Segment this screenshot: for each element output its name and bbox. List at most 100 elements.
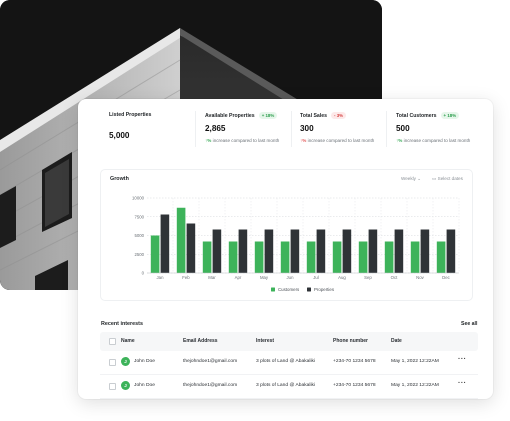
x-tick-label: Jul xyxy=(313,275,319,280)
stat-change-text: increase compared to last month xyxy=(212,138,280,143)
stat-label: Total Sales xyxy=(300,112,328,119)
see-all-link[interactable]: See all xyxy=(461,321,478,327)
x-tick-label: Sep xyxy=(364,275,372,280)
column-header: Name xyxy=(121,338,135,344)
row-interest: 3 plots of Land @ Abakaliki xyxy=(256,359,316,364)
bar-properties-jul xyxy=(316,229,326,273)
avatar: J xyxy=(121,381,130,390)
row-phone: +234-70 1234 5678 xyxy=(333,359,376,364)
avatar: J xyxy=(121,357,130,366)
column-header: Interest xyxy=(256,338,275,344)
stat-total-sales: Total Sales - 3% 300 ↑% increase compared… xyxy=(300,112,374,143)
bar-customers-jul xyxy=(306,241,316,273)
stat-label-row: Total Sales - 3% xyxy=(300,112,374,119)
stat-label-row: Total Customers + 18% xyxy=(396,112,470,119)
stat-label: Listed Properties xyxy=(109,112,152,118)
stat-listed-properties: Listed Properties 5,000 xyxy=(109,112,151,140)
date-picker[interactable]: ▭ Select dates xyxy=(432,176,463,182)
table-header: Name Email Address Interest Phone number… xyxy=(100,332,478,351)
row-name: John Doe xyxy=(134,383,155,388)
dashboard-card: Listed Properties 5,000 Available Proper… xyxy=(78,99,493,399)
row-date: May 1, 2022 12:22AM xyxy=(391,383,439,388)
bar-properties-mar xyxy=(212,229,222,273)
row-email: thejohndoe1@gmail.com xyxy=(183,383,238,388)
stat-divider xyxy=(195,111,196,147)
legend-label: Properties xyxy=(314,287,335,292)
bar-properties-apr xyxy=(238,229,248,273)
stat-value: 500 xyxy=(396,124,410,133)
row-checkbox[interactable] xyxy=(109,359,116,366)
x-tick-label: Apr xyxy=(235,275,242,280)
bar-properties-feb xyxy=(186,223,196,273)
stat-value: 5,000 xyxy=(109,131,130,140)
select-all-checkbox[interactable] xyxy=(109,338,116,345)
row-email: thejohndoe1@gmail.com xyxy=(183,359,238,364)
row-date: May 1, 2022 12:22AM xyxy=(391,359,439,364)
stat-change: ↑% increase compared to last month xyxy=(396,138,470,143)
stat-divider xyxy=(386,111,387,147)
growth-chart: 0 2500 5000 7500 10000 Jan Feb Mar Apr May Jun Jul A… xyxy=(132,196,460,292)
x-tick-label: Jan xyxy=(157,275,165,280)
bar-properties-jun xyxy=(290,229,300,273)
row-checkbox[interactable] xyxy=(109,383,116,390)
bar-customers-jan xyxy=(150,235,160,273)
bar-customers-mar xyxy=(202,241,212,273)
trend-icon: ↑% xyxy=(300,138,307,143)
bar-customers-feb xyxy=(176,207,186,273)
bar-customers-oct xyxy=(384,241,394,273)
growth-chart-panel: 0 2500 5000 7500 10000 Jan Feb Mar Apr May Jun Jul A… xyxy=(100,169,473,301)
bar-customers-sep xyxy=(358,241,368,273)
recent-interests-title: Recent interests xyxy=(101,321,143,327)
x-tick-label: May xyxy=(260,275,269,280)
bar-customers-may xyxy=(254,241,264,273)
stat-badge: + 18% xyxy=(440,112,460,119)
row-phone: +234-70 1234 5678 xyxy=(333,383,376,388)
row-name: John Doe xyxy=(134,359,155,364)
stat-divider xyxy=(291,111,292,147)
y-tick-label: 7500 xyxy=(134,214,144,219)
stat-label-row: Available Properties + 18% xyxy=(205,112,279,119)
column-header: Email Address xyxy=(183,338,218,344)
legend-swatch xyxy=(271,287,275,292)
trend-up-icon: ↑% xyxy=(396,138,403,143)
x-tick-label: Oct xyxy=(391,275,398,280)
legend-label: Customers xyxy=(278,287,300,292)
bar-customers-aug xyxy=(332,241,342,273)
calendar-icon: ▭ xyxy=(432,176,437,181)
bar-properties-may xyxy=(264,229,274,273)
column-header: Phone number xyxy=(333,338,369,344)
more-options-icon[interactable]: ··· xyxy=(458,380,467,387)
bar-customers-dec xyxy=(436,241,446,273)
stat-change-text: increase compared to last month xyxy=(307,138,375,143)
table-row[interactable]: J John Doe thejohndoe1@gmail.com 3 plots… xyxy=(100,351,478,375)
bar-properties-dec xyxy=(446,229,456,273)
bar-customers-jun xyxy=(280,241,290,273)
y-tick-label: 2500 xyxy=(134,252,144,257)
stat-value: 2,865 xyxy=(205,124,226,133)
period-select[interactable]: Weekly ⌄ xyxy=(401,176,422,181)
stat-change: ↑% increase compared to last month xyxy=(300,138,374,143)
stat-label: Available Properties xyxy=(205,112,255,119)
column-header: Date xyxy=(391,338,402,344)
recent-interests-table: Name Email Address Interest Phone number… xyxy=(100,332,478,399)
stat-change: ↑% increase compared to last month xyxy=(205,138,279,143)
y-tick-label: 5000 xyxy=(134,233,144,238)
y-tick-label: 10000 xyxy=(132,196,145,201)
stat-available-properties: Available Properties + 18% 2,865 ↑% incre… xyxy=(205,112,279,143)
bar-properties-jan xyxy=(160,214,170,273)
chart-title: Growth xyxy=(110,176,129,182)
table-row[interactable]: J John Doe thejohndoe1@gmail.com 3 plots… xyxy=(100,375,478,399)
stat-badge: - 3% xyxy=(331,112,347,119)
trend-up-icon: ↑% xyxy=(205,138,212,143)
x-tick-label: Jun xyxy=(287,275,295,280)
stat-badge: + 18% xyxy=(258,112,278,119)
stat-total-customers: Total Customers + 18% 500 ↑% increase com… xyxy=(396,112,470,143)
bar-properties-oct xyxy=(394,229,404,273)
more-options-icon[interactable]: ··· xyxy=(458,356,467,363)
x-tick-label: Dec xyxy=(442,275,450,280)
bar-properties-sep xyxy=(368,229,378,273)
bar-properties-aug xyxy=(342,229,352,273)
bar-properties-nov xyxy=(420,229,430,273)
bar-customers-apr xyxy=(228,241,238,273)
stat-label: Total Customers xyxy=(396,112,437,119)
